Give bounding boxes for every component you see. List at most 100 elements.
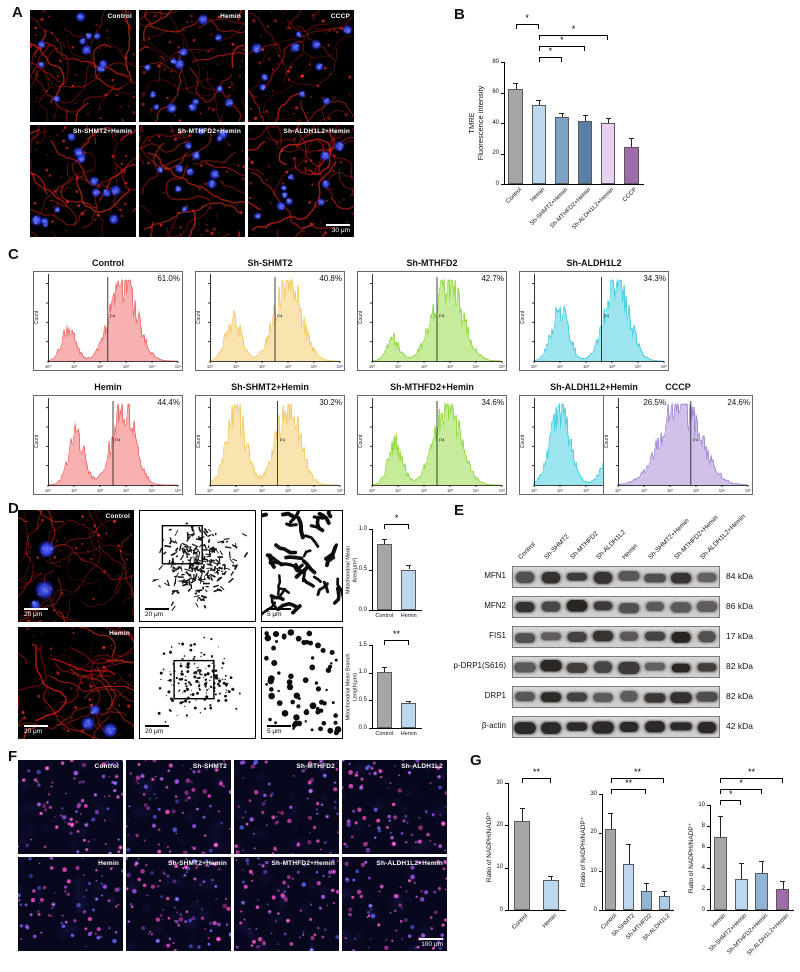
ytick-label: 80 [492,58,499,65]
ytick-line [505,867,508,869]
cells-canvas [18,857,123,951]
nadph-chart-2: 0 10 20 30 Control Sh-SHMT2 Sh-MTHFD2 Sh-ALDH1L… [576,762,678,962]
gated-percent-label: 34.3% [643,274,666,283]
ytick-label: 10 [698,801,705,808]
image-label: CCCP [330,13,350,20]
flow-title: Sh-MTHFD2 [406,258,458,268]
micrograph-tile: Sh-ALDH1L2+Hemin 100 μm [342,857,447,951]
image-label: Control [94,763,119,770]
micrograph-tile: Sh-ALDH1L2+Hemin 30 μm [248,125,354,237]
gated-percent-label: 61.0% [157,274,180,283]
panel-a-grid: Control Hemin CCCP Sh-SHMT2+Hemin Sh-MTHFD2+… [30,10,354,238]
ytick-line [369,529,372,530]
flow-canvas-wrap: 24.6% [603,395,753,495]
err-line [522,808,524,822]
bar [713,836,727,910]
protein-label: β-actin [481,721,506,730]
ytick-label: 10 [496,864,503,871]
lane-header: Control [517,541,537,561]
micrograph-tile: Sh-SHMT2 [126,760,231,854]
chart-axis-y [602,794,603,911]
sig-label: ** [532,767,540,777]
blot-row: MFN1 84 kDa [450,566,800,590]
err-line [646,882,648,891]
panel-e: E Control Sh-SHMT2 Sh-MTHFD2 Sh-ALDH1L2 Hemi… [450,500,800,750]
chart-axis-x [372,610,422,611]
scale-bar-line [145,725,169,727]
flow-canvas-wrap: 30.2% [195,395,345,495]
mito-branch-chart: 0.0 0.5 1.0 1.5 Control Hemin ** Mitochondrial … [345,624,426,742]
protein-label: DRP1 [484,691,506,700]
flow-title: Sh-ALDH1L2 [566,258,622,268]
ytick-label: 0 [593,906,597,913]
flow-canvas [33,395,183,495]
flow-canvas [603,395,753,495]
micrograph-d-hemin: Hemin 20 μm [18,627,134,739]
cells-canvas [234,857,339,951]
ytick-label: 4 [701,864,705,871]
image-label: Hemin [98,860,119,867]
blot-strip [512,626,720,648]
scale-bar-text: 20 μm [145,611,164,618]
err-cap [582,115,588,117]
bar [734,878,748,910]
chart-ylabel: Ratio of NADPH/NADP⁺ [580,816,588,888]
scale-bar-text: 20 μm [24,728,43,735]
micrograph-canvas [18,510,134,622]
err-line [761,860,763,874]
flow-canvas [33,271,183,371]
flow-canvas-wrap: 34.3% [519,271,669,371]
panel-d: D Control 20 μm 20 μm 5 μm 0.0 0.5 1.0 Cont… [0,500,450,750]
scale-bar-line [419,938,443,940]
err-cap [628,138,634,140]
chart-axis-y [710,805,711,911]
ytick-line [505,783,508,784]
err-line [384,667,386,672]
xcat: Sh-MTHFD2+Hemin [549,187,593,230]
ytick-label: 0.0 [358,724,367,731]
err-line [408,565,410,570]
flow-plot-3: Sh-ALDH1L2 34.3% [516,258,672,376]
chart-axis-x [504,184,644,185]
bar [514,821,531,910]
scale-bar-text: 5 μm [267,611,282,618]
cells-canvas [18,760,123,854]
flow-canvas-wrap: 34.6% [357,395,507,495]
ytick-label: 2 [701,885,705,892]
err-cap [605,118,611,120]
lane-header: Hemin [621,542,640,561]
scale-bar-line [145,608,169,610]
gated-percent-label: 34.6% [481,398,504,407]
ytick-line [505,910,508,911]
sig-bracket [384,640,409,645]
ytick-label: 30 [496,779,503,786]
flow-title: Hemin [94,382,122,392]
image-label: Sh-SHMT2+Hemin [73,128,132,135]
err-cap [780,880,786,882]
panel-f: F Control Sh-SHMT2 Sh-MTHFD2 Sh-ALDH1L2 Hemi… [0,748,470,972]
flow-canvas [357,271,507,371]
panel-a: A Control Hemin CCCP Sh-SHMT2+Hemin Sh-MTHFD… [0,0,450,246]
micrograph-tile: Sh-MTHFD2 [234,760,339,854]
nadph-chart-3: 0 2 4 6 8 10 Hemin Sh-SHMT2+Hemin Sh-MTHFD2+Hemi… [684,762,798,962]
chart-ylabel: Mitochondrial Mean Branch Length(μm) [345,653,358,720]
chart-ylabel: TMRE Fluorescence intensity [467,85,485,161]
chart-axis-x [602,910,674,911]
sig-bracket [720,778,783,783]
flow-canvas [519,271,669,371]
flow-plot-4: Hemin 44.4% [30,382,186,500]
sig-label: * [525,13,529,23]
ytick-label: 40 [492,119,499,126]
neuron-canvas [139,10,245,122]
xcat: Hemin [541,913,558,930]
err-line [610,813,612,829]
sig-bracket [610,789,647,794]
ytick-label: 0 [499,906,503,913]
blot-canvas [512,686,720,708]
micrograph-tile: Control [18,760,123,854]
micrograph-canvas [18,627,134,739]
bar [531,104,546,184]
panel-c: C Control 61.0% Sh-SHMT2 40.8% Sh-MTHFD2 42.7… [0,246,800,500]
image-label: Sh-MTHFD2 [296,763,335,770]
